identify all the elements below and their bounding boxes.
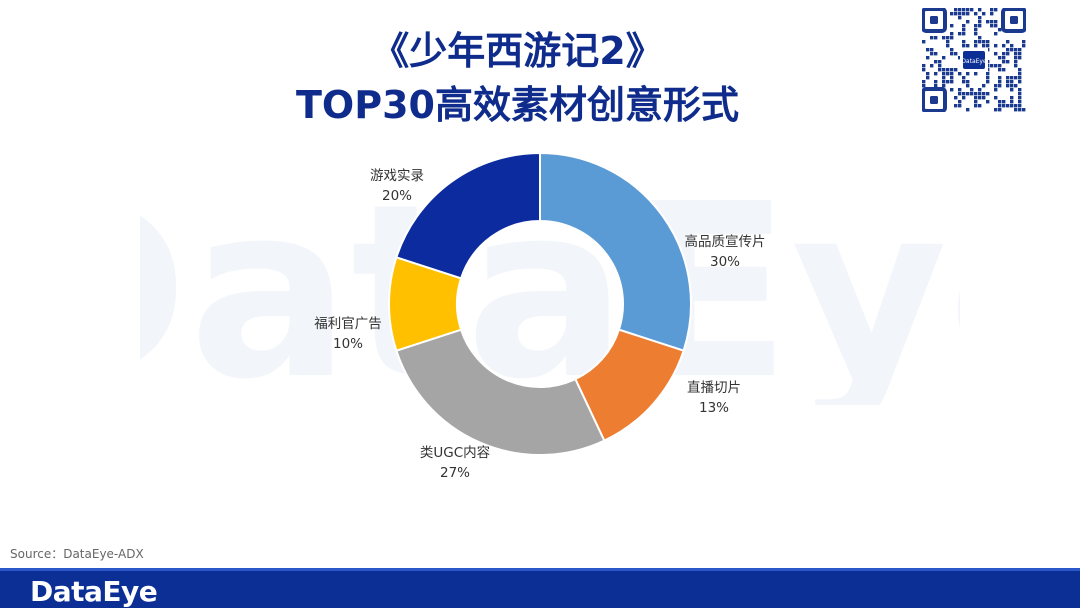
slice-label-3: 类UGC内容 [420,444,490,461]
qr-center-logo: DataEye [961,58,987,65]
qr-code: DataEye [922,8,1026,112]
slice-value-2: 13% [699,400,729,416]
slice-value-3: 27% [440,465,470,481]
slice-1 [539,151,692,352]
slice-value-4: 10% [333,336,363,352]
slice-label-5: 游戏实录 [370,168,424,184]
slice-3 [395,328,606,456]
slice-5 [395,151,541,280]
title-line1: 《少年西游记2》 [371,29,664,73]
slice-label-2: 直播切片 [687,380,741,396]
footer-bar: DataEye [0,568,1080,608]
source-note: Source：DataEye-ADX [10,547,144,561]
slice-label-4: 福利官广告 [314,316,382,332]
page-title: 《少年西游记2》 TOP30高效素材创意形式 [0,24,1035,132]
footer-logo: DataEye [30,575,158,608]
slice-value-1: 30% [710,254,740,270]
slice-value-5: 20% [382,188,412,204]
slice-label-1: 高品质宣传片 [685,233,766,250]
title-line2: TOP30高效素材创意形式 [296,83,739,127]
